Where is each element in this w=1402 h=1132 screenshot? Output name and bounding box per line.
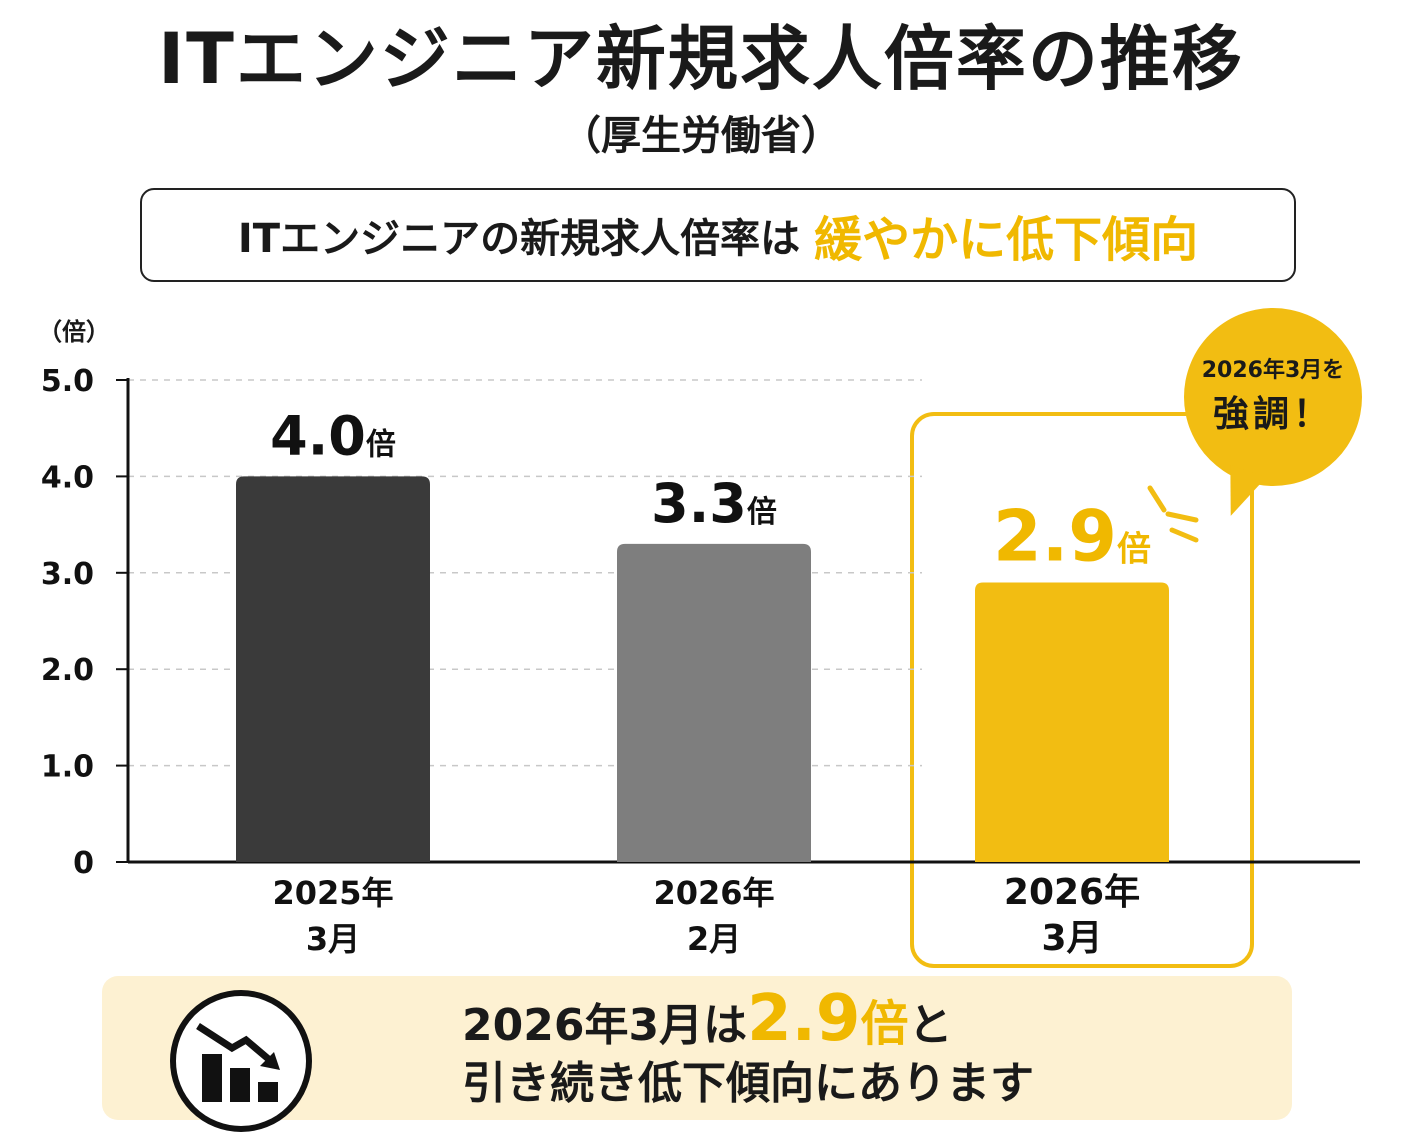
summary-line1-prefix: 2026年3月は: [462, 1000, 748, 1051]
y-tick-label: 2.0: [41, 653, 94, 688]
y-tick-label: 1.0: [41, 750, 94, 785]
headline-box: ITエンジニアの新規求人倍率は 緩やかに低下傾向: [140, 188, 1296, 282]
x-category-label: 3月: [306, 920, 360, 958]
y-axis-unit: （倍）: [38, 318, 110, 346]
y-tick-label: 3.0: [41, 557, 94, 592]
headline-accent: 緩やかに低下傾向: [814, 212, 1199, 268]
y-tick-label: 4.0: [41, 460, 94, 495]
callout-line2: 強調！: [1212, 394, 1333, 435]
y-tick-label: 5.0: [41, 364, 94, 399]
x-category-label: 2026年: [653, 874, 774, 912]
y-tick-label: 0: [73, 846, 94, 881]
emphasis-sparkle: [1147, 485, 1167, 513]
bar-chart-down-arrow-icon: [170, 990, 312, 1132]
x-category-label: 2月: [687, 920, 741, 958]
emphasis-callout: 2026年3月を 強調！: [1184, 308, 1362, 486]
bar-value-label: 3.3倍: [651, 472, 777, 535]
summary-line1-suffix: と: [908, 1000, 953, 1051]
x-category-label: 2025年: [272, 874, 393, 912]
bar: [236, 476, 430, 862]
page-title: ITエンジニア新規求人倍率の推移: [158, 18, 1244, 100]
bar: [617, 543, 811, 862]
bar-value-label: 4.0倍: [270, 404, 396, 467]
callout-line1: 2026年3月を: [1201, 358, 1345, 383]
highlight-frame: [910, 412, 1254, 968]
emphasis-sparkle: [1165, 511, 1199, 523]
summary-text: 2026年3月は2.9倍と 引き続き低下傾向にあります: [462, 987, 1282, 1113]
bar: [975, 582, 1169, 862]
page-subtitle: （厚生労働省）: [561, 113, 841, 159]
headline-prefix: ITエンジニアの新規求人倍率は: [237, 216, 801, 262]
emphasis-sparkle: [1169, 527, 1199, 543]
summary-unit: 倍: [860, 996, 909, 1052]
bar-value-label: 2.9倍: [993, 495, 1151, 577]
summary-value: 2.9: [747, 982, 861, 1056]
x-category-label: 3月: [1041, 918, 1102, 959]
summary-line2: 引き続き低下傾向にあります: [462, 1058, 1034, 1109]
x-category-label: 2026年: [1004, 872, 1140, 913]
summary-line1: 2026年3月は2.9倍と: [462, 987, 1282, 1055]
